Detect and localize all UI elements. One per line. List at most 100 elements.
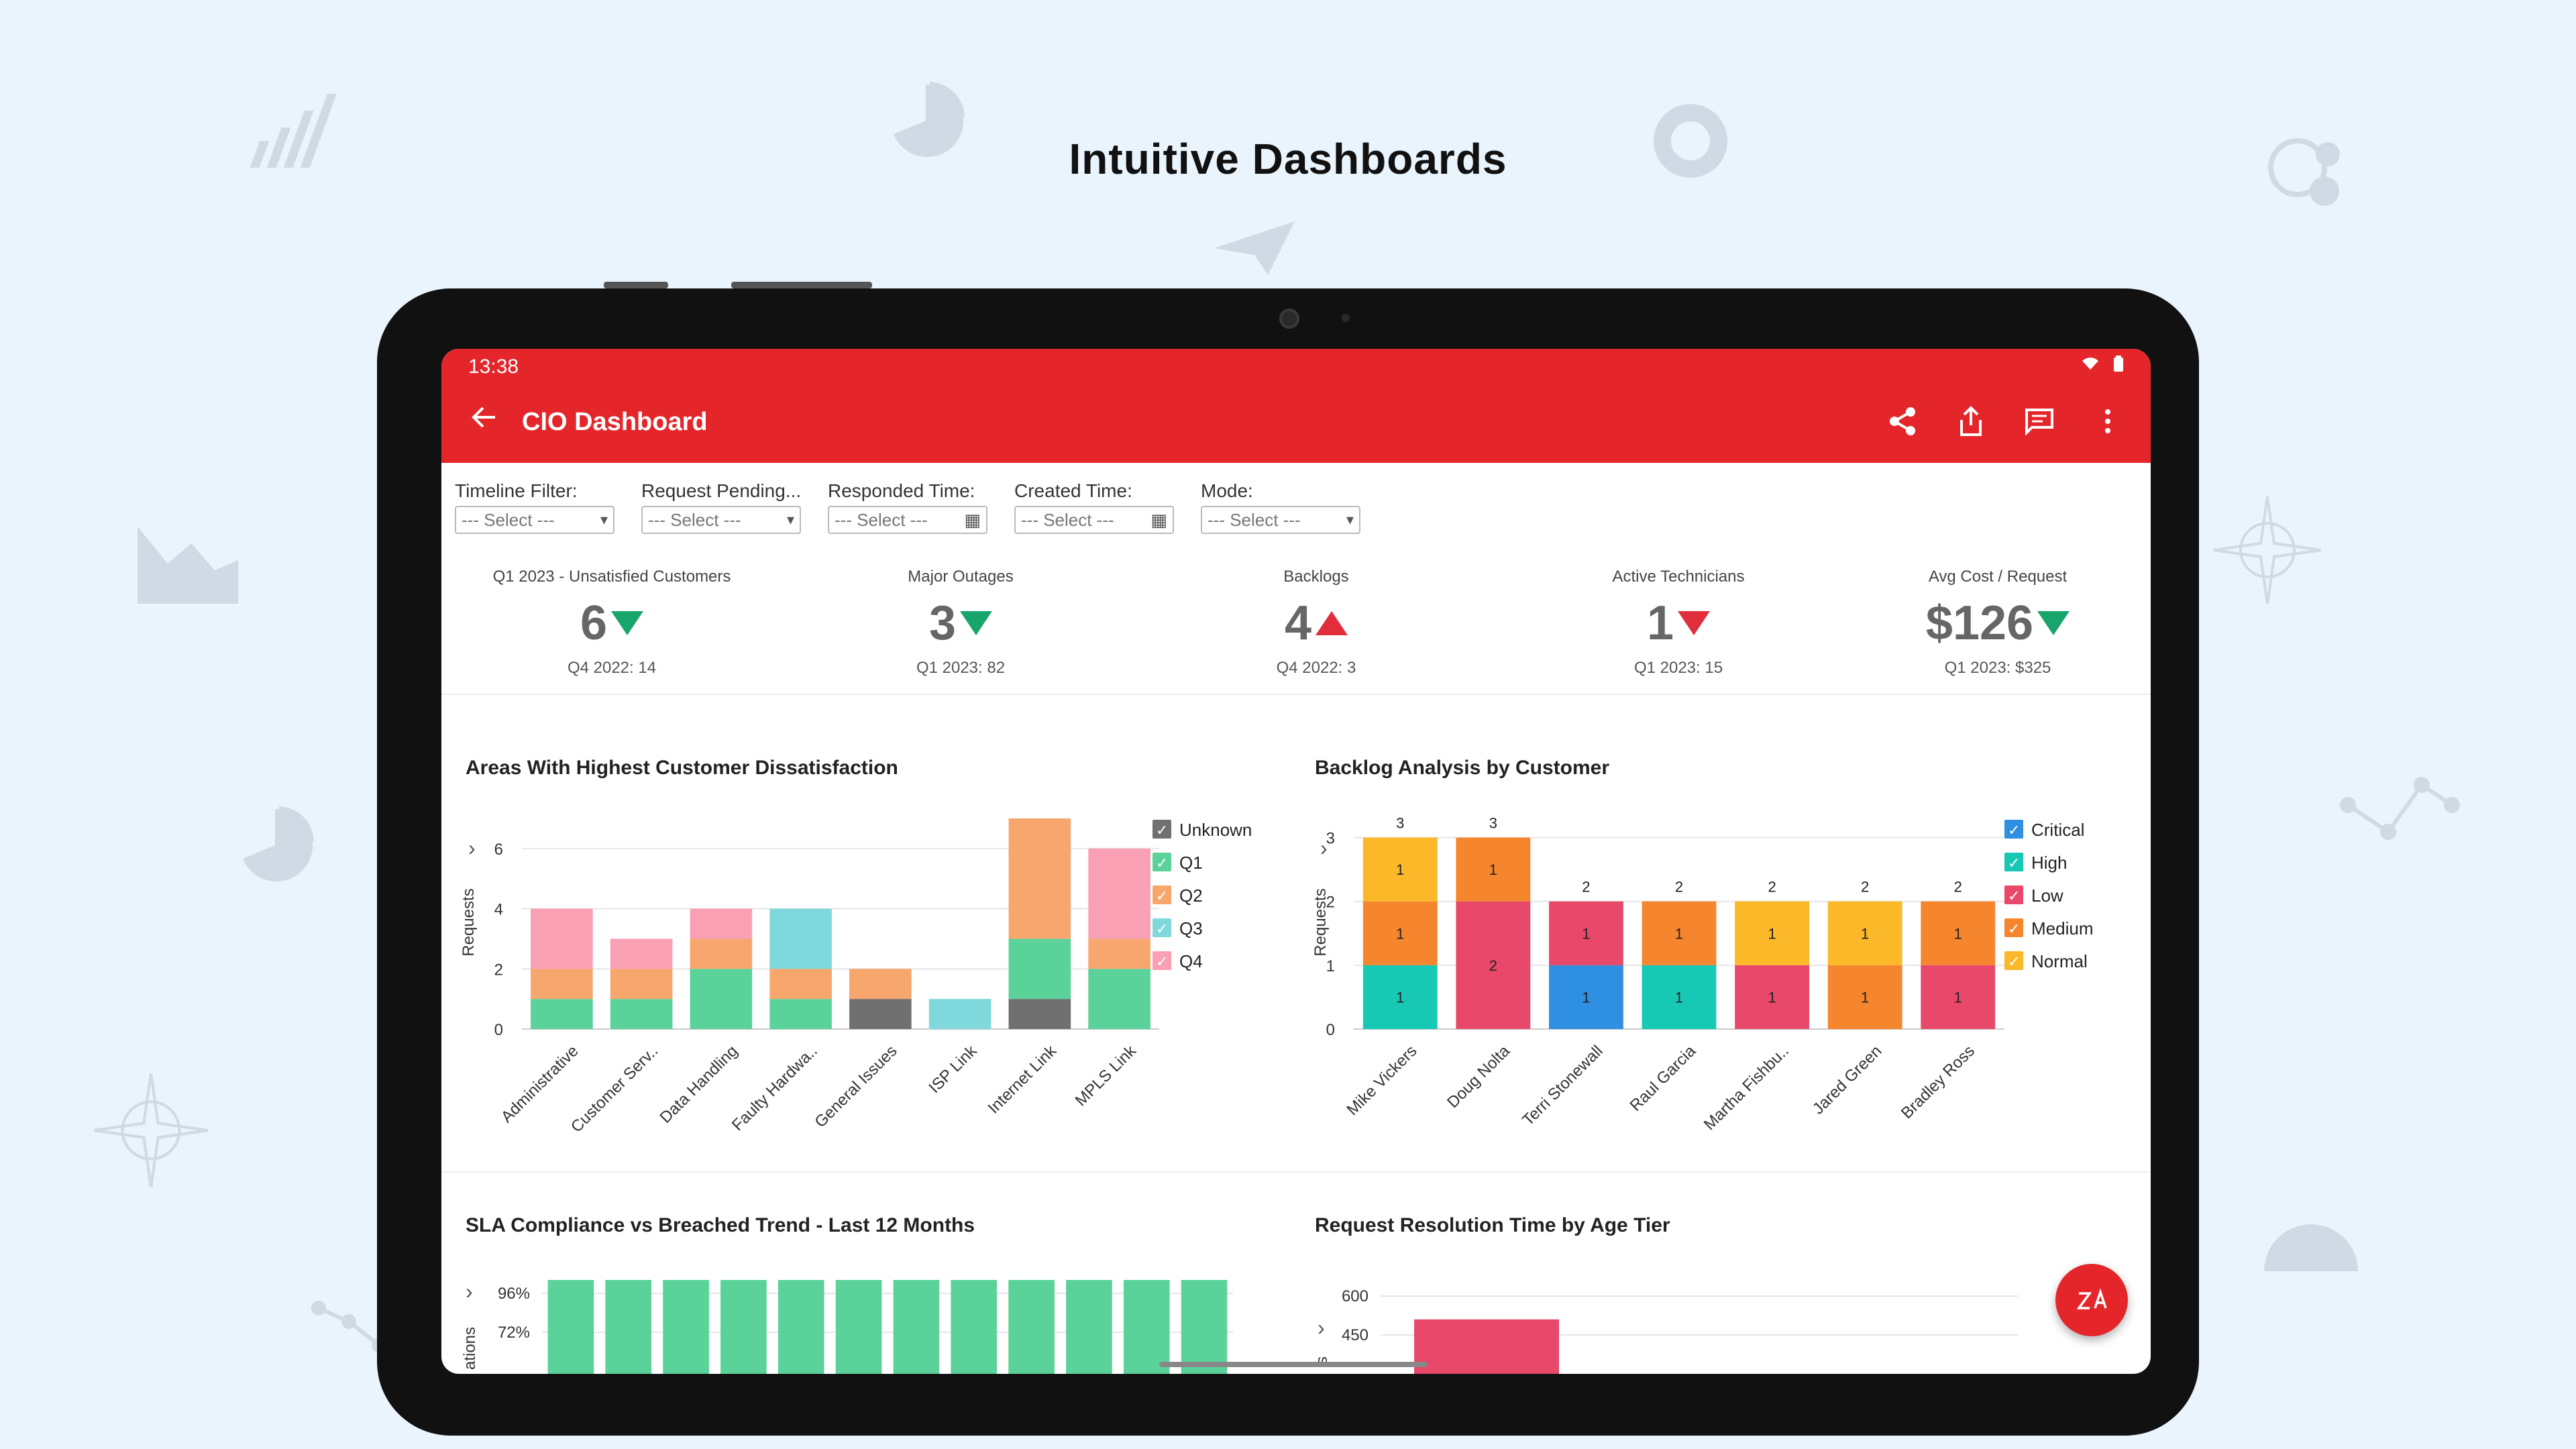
filter-bar: Timeline Filter: --- Select --- ▾ Request… <box>455 480 1360 534</box>
y-tick-label: 600 <box>1342 1287 1368 1305</box>
calendar-icon[interactable]: ▦ <box>1150 510 1167 530</box>
x-tick-label: Data Handling <box>656 1042 741 1127</box>
legend-check-icon: ✓ <box>2008 888 2020 904</box>
timeline-filter-select[interactable]: --- Select --- ▾ <box>455 506 614 534</box>
app-bar-actions <box>1884 402 2127 440</box>
created-time-picker[interactable]: --- Select --- ▦ <box>1014 506 1174 534</box>
x-tick-label: Administrative <box>498 1042 582 1126</box>
expand-chevron-icon: › <box>466 1279 473 1303</box>
zia-assistant-button[interactable] <box>2055 1264 2128 1336</box>
sla-bar <box>893 1280 940 1374</box>
sla-bar <box>1066 1280 1112 1374</box>
expand-chevron-icon: › <box>1320 836 1328 860</box>
area-chart-deco-icon <box>138 527 238 604</box>
filter-label: Mode: <box>1201 480 1253 501</box>
legend-check-icon: ✓ <box>2008 953 2020 970</box>
x-tick-label: ISP Link <box>925 1041 981 1097</box>
bar-segment-label: 1 <box>1675 925 1683 942</box>
sla-bar <box>835 1280 882 1374</box>
kpi-value: 4 <box>1284 596 1312 650</box>
paper-plane-deco-icon <box>1214 221 1295 275</box>
x-tick-label: Mike Vickers <box>1344 1042 1421 1119</box>
bar-segment <box>1735 901 1809 965</box>
legend-check-icon: ✓ <box>1156 953 1168 970</box>
mode-select[interactable]: --- Select --- ▾ <box>1201 506 1360 534</box>
bar-total-label: 2 <box>1954 879 1962 896</box>
bar-total-label: 2 <box>1675 879 1683 896</box>
y-tick-label: 4 <box>494 901 503 919</box>
panel-title-dissatisfaction: Areas With Highest Customer Dissatisfact… <box>466 757 898 779</box>
panel-title-resolution: Request Resolution Time by Age Tier <box>1315 1214 1670 1236</box>
kpi-previous: Q1 2023: 82 <box>916 659 1006 677</box>
comment-icon[interactable] <box>2021 402 2058 440</box>
bar-segment <box>1642 965 1717 1029</box>
bar-segment <box>1362 901 1438 965</box>
kpi-backlogs[interactable]: Backlogs 4 Q4 2022: 3 <box>1195 568 1437 678</box>
filter-label: Responded Time: <box>828 480 975 501</box>
sla-bar <box>720 1280 767 1374</box>
bar-segment-label: 1 <box>1861 925 1869 942</box>
back-arrow-icon[interactable] <box>471 404 498 437</box>
kpi-previous: Q1 2023: 15 <box>1633 659 1723 677</box>
kpi-major-outages[interactable]: Major Outages 3 Q1 2023: 82 <box>840 568 1081 678</box>
bar-segment <box>1827 965 1902 1029</box>
legend-swatch <box>1152 853 1171 871</box>
more-vert-icon[interactable] <box>2089 402 2127 440</box>
kpi-value: $126 <box>1925 596 2034 650</box>
kpi-unsatisfied-customers[interactable]: Q1 2023 - Unsatisfied Customers 6 Q4 202… <box>491 568 733 678</box>
sensor-icon <box>1342 314 1350 322</box>
bar-segment-label: 1 <box>1861 989 1869 1006</box>
bar-segment <box>849 999 912 1029</box>
sla-bar <box>1008 1280 1055 1374</box>
request-pending-select[interactable]: --- Select --- ▾ <box>641 506 801 534</box>
filter-label: Request Pending... <box>641 480 801 501</box>
sla-bar <box>1181 1280 1228 1374</box>
export-icon[interactable] <box>1952 402 1990 440</box>
calendar-icon[interactable]: ▦ <box>964 510 981 530</box>
legend-swatch <box>1152 820 1171 839</box>
bar-total-label: 3 <box>1489 815 1497 832</box>
trend-up-icon <box>1316 611 1348 635</box>
filter-value: --- Select --- <box>1208 510 1301 530</box>
bar-segment <box>1735 965 1809 1029</box>
bar-segment <box>531 908 593 969</box>
y-tick-label: 6 <box>494 841 503 859</box>
status-icons <box>2081 356 2124 372</box>
x-tick-label: Internet Link <box>985 1041 1061 1117</box>
x-tick-label: Bradley Ross <box>1898 1042 1978 1122</box>
bar-segment <box>1362 837 1438 902</box>
bar-segment <box>690 908 753 939</box>
legend-label: High <box>2031 853 2067 873</box>
share-icon[interactable] <box>1884 402 1921 440</box>
bar-segment <box>1088 848 1150 939</box>
expand-chevron-icon: › <box>468 836 476 860</box>
x-tick-label: Terri Stonewall <box>1519 1042 1606 1129</box>
sla-bar <box>663 1280 709 1374</box>
app-screen: 13:38 CIO Dashboard Timeline Fil <box>441 349 2151 1374</box>
legend-label: Critical <box>2031 820 2084 840</box>
bar-segment-label: 1 <box>1582 989 1590 1006</box>
legend-label: Unknown <box>1179 820 1252 840</box>
y-tick-label: 0 <box>1326 1021 1335 1039</box>
y-axis-label: ations <box>461 1327 479 1370</box>
legend-swatch <box>2004 820 2023 839</box>
bar-total-label: 2 <box>1768 879 1776 896</box>
bar-segment <box>1921 965 1996 1029</box>
status-time: 13:38 <box>468 356 519 378</box>
y-tick-label: 2 <box>494 961 503 979</box>
bar-segment <box>928 999 991 1029</box>
kpi-value: 6 <box>580 596 608 650</box>
mode-filter: Mode: --- Select --- ▾ <box>1201 480 1360 534</box>
bar-segment-label: 1 <box>1954 989 1962 1006</box>
trend-down-icon <box>1678 611 1711 635</box>
kpi-label: Active Technicians <box>1612 568 1745 586</box>
responded-time-picker[interactable]: --- Select --- ▦ <box>828 506 987 534</box>
kpi-active-technicians[interactable]: Active Technicians 1 Q1 2023: 15 <box>1558 568 1799 678</box>
kpi-avg-cost[interactable]: Avg Cost / Request $126 Q1 2023: $325 <box>1877 568 2118 678</box>
page-title: CIO Dashboard <box>522 408 708 436</box>
legend-swatch <box>2004 918 2023 937</box>
y-tick-label: 2 <box>1326 894 1335 912</box>
created-time-filter: Created Time: --- Select --- ▦ <box>1014 480 1174 534</box>
pie-chart-deco-icon-2 <box>243 806 314 881</box>
